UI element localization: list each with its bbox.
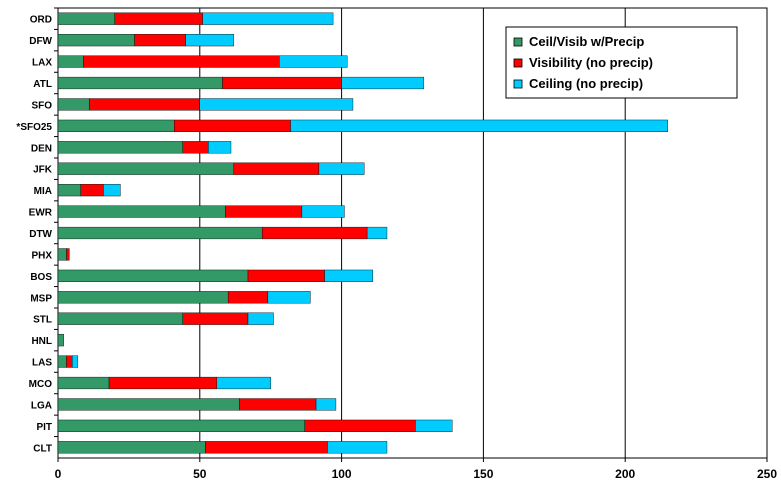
bar-stl-ceil-visib-w-precip bbox=[57, 312, 183, 325]
bar-lax-ceil-visib-w-precip bbox=[57, 55, 84, 68]
bar-las-ceil-visib-w-precip bbox=[57, 355, 67, 368]
bar-ord-visibility-no-precip bbox=[114, 12, 203, 25]
legend-swatch-visibility-no-precip bbox=[513, 58, 523, 68]
y-tick-label: DEN bbox=[31, 143, 52, 154]
y-tick-label: MIA bbox=[34, 186, 52, 197]
bar-mco-visibility-no-precip bbox=[108, 376, 218, 390]
bar-dtw-ceil-visib-w-precip bbox=[57, 226, 263, 240]
y-tick-label: PHX bbox=[31, 250, 52, 261]
bar-las-ceiling-no-precip bbox=[71, 355, 79, 368]
bar-dfw-ceil-visib-w-precip bbox=[57, 34, 135, 47]
y-tick-label: ORD bbox=[30, 15, 52, 26]
bar-phx-ceil-visib-w-precip bbox=[57, 248, 67, 261]
bar-mia-visibility-no-precip bbox=[80, 184, 104, 197]
bar-sfo25-visibility-no-precip bbox=[174, 119, 291, 132]
bar-sfo25-ceiling-no-precip bbox=[290, 119, 668, 132]
bar-den-visibility-no-precip bbox=[182, 141, 209, 154]
bar-ord-ceiling-no-precip bbox=[202, 12, 334, 25]
bar-jfk-visibility-no-precip bbox=[233, 162, 320, 175]
legend-box bbox=[505, 26, 738, 99]
bar-hnl-ceil-visib-w-precip bbox=[57, 334, 64, 347]
bar-sfo25-ceil-visib-w-precip bbox=[57, 119, 175, 132]
bar-atl-ceiling-no-precip bbox=[341, 76, 425, 90]
bar-dtw-visibility-no-precip bbox=[261, 226, 368, 240]
x-tick-label: 100 bbox=[332, 467, 352, 481]
y-tick-label: MCO bbox=[29, 379, 53, 390]
bar-stl-visibility-no-precip bbox=[182, 312, 249, 325]
y-tick-label: DFW bbox=[29, 36, 52, 47]
x-tick-label: 250 bbox=[757, 467, 777, 481]
bar-sfo-visibility-no-precip bbox=[88, 98, 200, 111]
y-tick-label: *SFO25 bbox=[16, 122, 52, 133]
bar-ewr-ceil-visib-w-precip bbox=[57, 205, 226, 218]
bar-jfk-ceiling-no-precip bbox=[318, 162, 365, 175]
bar-dfw-ceiling-no-precip bbox=[185, 34, 235, 47]
y-tick-label: LAX bbox=[32, 58, 52, 69]
bar-lax-visibility-no-precip bbox=[83, 55, 280, 68]
y-tick-label: PIT bbox=[36, 422, 52, 433]
y-tick-label: SFO bbox=[31, 100, 52, 111]
legend-label-ceiling-no-precip: Ceiling (no precip) bbox=[529, 76, 643, 91]
bar-ewr-ceiling-no-precip bbox=[301, 205, 345, 218]
x-tick-label: 50 bbox=[193, 467, 207, 481]
bar-dfw-visibility-no-precip bbox=[134, 34, 186, 47]
bar-sfo-ceiling-no-precip bbox=[199, 98, 354, 111]
y-tick-label: LAS bbox=[32, 358, 52, 369]
bar-clt-ceiling-no-precip bbox=[327, 441, 388, 454]
bar-clt-ceil-visib-w-precip bbox=[57, 441, 206, 454]
legend-label-visibility-no-precip: Visibility (no precip) bbox=[529, 55, 653, 70]
bar-msp-ceil-visib-w-precip bbox=[57, 291, 229, 304]
x-tick-label: 0 bbox=[55, 467, 62, 481]
legend-label-ceil-visib-precip: Ceil/Visib w/Precip bbox=[529, 34, 644, 49]
y-tick-label: HNL bbox=[31, 336, 52, 347]
bar-lga-ceil-visib-w-precip bbox=[57, 398, 240, 411]
bar-mco-ceiling-no-precip bbox=[216, 376, 271, 390]
bar-den-ceiling-no-precip bbox=[208, 141, 232, 154]
bar-mco-ceil-visib-w-precip bbox=[57, 376, 110, 390]
y-tick-label: JFK bbox=[33, 165, 53, 176]
bar-pit-ceiling-no-precip bbox=[415, 419, 453, 432]
bar-pit-visibility-no-precip bbox=[304, 419, 416, 432]
bar-mia-ceil-visib-w-precip bbox=[57, 184, 81, 197]
bar-lax-ceiling-no-precip bbox=[279, 55, 348, 68]
legend-swatch-ceiling-no-precip bbox=[513, 79, 523, 89]
bar-lga-visibility-no-precip bbox=[239, 398, 317, 411]
y-tick-label: EWR bbox=[29, 208, 53, 219]
bar-stl-ceiling-no-precip bbox=[247, 312, 274, 325]
legend-swatch-ceil-visib-precip bbox=[513, 37, 523, 47]
bar-ord-ceil-visib-w-precip bbox=[57, 12, 115, 25]
y-tick-label: CLT bbox=[33, 443, 52, 454]
y-tick-labels: ORD DFW LAX ATL SFO *SFO25 DEN JFK MIA EWR DTW PHX B… bbox=[16, 15, 52, 455]
bar-atl-ceil-visib-w-precip bbox=[57, 76, 223, 90]
bar-pit-ceil-visib-w-precip bbox=[57, 419, 305, 432]
bar-phx-visibility-no-precip bbox=[66, 248, 70, 261]
x-tick-label: 150 bbox=[473, 467, 493, 481]
bar-jfk-ceil-visib-w-precip bbox=[57, 162, 235, 175]
bar-lga-ceiling-no-precip bbox=[315, 398, 337, 411]
y-tick-label: MSP bbox=[30, 293, 52, 304]
y-tick-label: STL bbox=[33, 315, 52, 326]
bar-dtw-ceiling-no-precip bbox=[366, 226, 388, 240]
bar-msp-visibility-no-precip bbox=[227, 291, 269, 304]
bar-msp-ceiling-no-precip bbox=[267, 291, 311, 304]
bar-bos-ceil-visib-w-precip bbox=[57, 269, 249, 282]
bar-bos-visibility-no-precip bbox=[247, 269, 325, 282]
y-tick-label: BOS bbox=[30, 272, 52, 283]
bars bbox=[57, 12, 668, 454]
x-tick-labels: 0 50 100 150 200 250 bbox=[55, 467, 778, 481]
legend: Ceil/Visib w/Precip Visibility (no preci… bbox=[505, 26, 738, 99]
bar-clt-visibility-no-precip bbox=[205, 441, 328, 454]
bar-bos-ceiling-no-precip bbox=[324, 269, 373, 282]
y-tick-label: ATL bbox=[33, 79, 52, 90]
bar-atl-visibility-no-precip bbox=[222, 76, 342, 90]
bar-sfo-ceil-visib-w-precip bbox=[57, 98, 90, 111]
bar-las-visibility-no-precip bbox=[66, 355, 73, 368]
bar-ewr-visibility-no-precip bbox=[225, 205, 303, 218]
bar-den-ceil-visib-w-precip bbox=[57, 141, 183, 154]
x-tick-label: 200 bbox=[615, 467, 635, 481]
y-tick-label: DTW bbox=[29, 229, 52, 240]
y-tick-label: LGA bbox=[31, 400, 52, 411]
bar-mia-ceiling-no-precip bbox=[103, 184, 121, 197]
